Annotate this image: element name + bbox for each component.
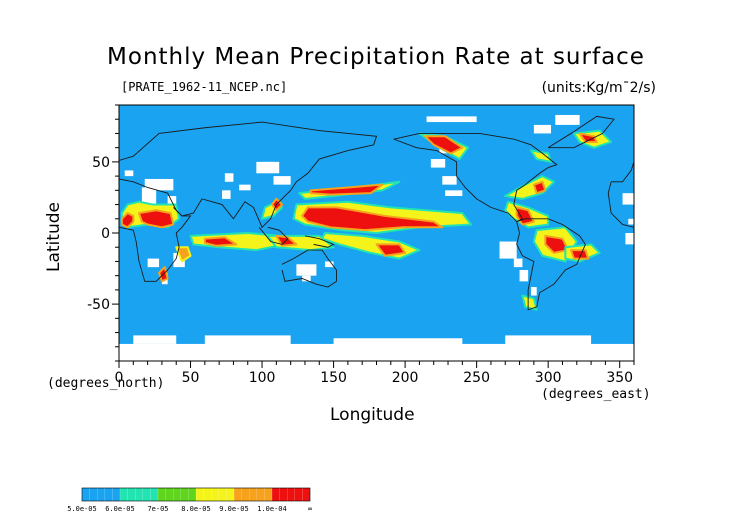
precip-region-max (570, 249, 590, 260)
precip-region-max (275, 234, 298, 247)
colorbar-label: 7e-05 (147, 505, 168, 513)
coastlines (118, 115, 635, 311)
dry-region (499, 241, 517, 259)
dry-region (147, 258, 160, 268)
coastline (516, 218, 586, 311)
coastline (607, 181, 635, 228)
coastline (258, 226, 289, 245)
precip-region-high (175, 246, 192, 263)
plot-area (118, 104, 635, 362)
x-axis-title: Longitude (330, 405, 415, 425)
colorbar-label: 8.0e-05 (181, 505, 211, 513)
dry-region (333, 338, 463, 347)
coastline (393, 132, 558, 223)
chart-title: Monthly Mean Precipitation Rate at surfa… (107, 44, 645, 70)
dry-region (426, 116, 477, 123)
precip-region-moderate (530, 149, 553, 163)
dry-regions (119, 114, 634, 361)
dry-region (531, 287, 537, 296)
x-tick-label: 250 (463, 370, 490, 386)
colorbar-label: 5.0e-05 (67, 505, 97, 513)
dry-region (296, 264, 317, 276)
colorbar-swatch (272, 488, 310, 501)
dry-region (262, 161, 274, 168)
dataset-filename: [PRATE_1962-11_NCEP.nc] (121, 80, 288, 94)
x-tick-label: 200 (392, 370, 419, 386)
coastline (304, 235, 335, 248)
coastline (611, 161, 635, 183)
precip-region-max (578, 132, 598, 143)
precip-region-max (544, 234, 570, 254)
units-label: (units:Kg/m¯2/s) (541, 80, 656, 96)
dry-region (173, 252, 185, 268)
colorbar-border (81, 487, 311, 502)
y-tick-label: 50 (92, 155, 110, 171)
colorbar-label: ∞ (308, 505, 312, 513)
dry-region (144, 178, 174, 191)
precip-region-max (120, 212, 135, 229)
colorbar-label: 1.0e-04 (257, 505, 287, 513)
coastline (547, 115, 615, 149)
x-tick-label: 350 (606, 370, 633, 386)
colorbar-swatch (82, 488, 120, 501)
colorbar-label: 9.0e-05 (219, 505, 249, 513)
dry-region (239, 184, 251, 191)
dry-region (505, 335, 592, 350)
dry-region (133, 335, 177, 344)
dry-region (628, 218, 634, 225)
dry-region (622, 193, 634, 205)
precip-region-moderate (521, 294, 538, 311)
x-unit-note: (degrees_east) (541, 387, 651, 402)
x-tick-label: 150 (320, 370, 347, 386)
colorbar-swatch (158, 488, 196, 501)
y-axis: 50 0 -50 (87, 104, 119, 362)
dry-region (533, 124, 552, 134)
dry-region (519, 269, 529, 282)
precip-region-max (301, 206, 444, 232)
x-note-left: (degrees_north) (47, 376, 165, 391)
dry-region (442, 176, 457, 185)
x-tick-label: 100 (249, 370, 276, 386)
dry-region (222, 190, 231, 199)
dry-region (513, 258, 523, 268)
precip-region-max (375, 243, 407, 257)
coastline (281, 249, 337, 288)
y-tick-label: -50 (87, 297, 110, 313)
colorbar-label: 6.0e-05 (105, 505, 135, 513)
precip-regions (120, 129, 613, 311)
colorbar-swatch (196, 488, 234, 501)
dry-region (141, 187, 157, 205)
x-tick-label: 0 (115, 370, 124, 386)
dry-region (302, 275, 311, 282)
dry-region (625, 233, 634, 245)
y-tick-label: 0 (101, 226, 110, 242)
colorbar-swatch (120, 488, 158, 501)
colorbar: 5.0e-05 6.0e-05 7e-05 8.0e-05 9.0e-05 1.0e-04… (67, 487, 312, 513)
dry-region (430, 159, 446, 168)
precip-region-max (309, 183, 384, 196)
x-tick-label: 300 (535, 370, 562, 386)
dry-region (273, 176, 291, 185)
coastline (118, 207, 192, 282)
precip-region-max (424, 135, 464, 155)
dry-region (204, 335, 291, 346)
precip-region-max (138, 209, 175, 229)
x-tick-label: 50 (182, 370, 200, 386)
dry-region (124, 170, 134, 177)
precip-region-max (203, 236, 238, 247)
colorbar-swatch (234, 488, 272, 501)
dry-region (445, 190, 463, 197)
dry-region (325, 261, 334, 268)
dry-region (555, 114, 580, 125)
x-axis: 0 50 100 150 200 250 300 350 (115, 361, 635, 386)
precip-region-max (532, 180, 547, 195)
dry-region (224, 173, 234, 182)
